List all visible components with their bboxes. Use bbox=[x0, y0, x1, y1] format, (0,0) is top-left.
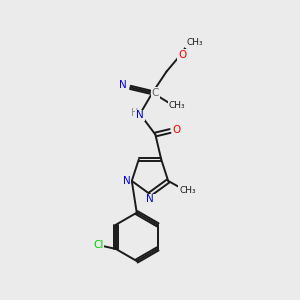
Text: CH₃: CH₃ bbox=[179, 186, 196, 195]
Text: H: H bbox=[131, 108, 138, 118]
Text: CH₃: CH₃ bbox=[169, 101, 185, 110]
Text: CH₃: CH₃ bbox=[186, 38, 203, 47]
Text: Cl: Cl bbox=[93, 239, 104, 250]
Text: N: N bbox=[146, 194, 154, 205]
Text: O: O bbox=[178, 50, 186, 60]
Text: N: N bbox=[123, 176, 130, 186]
Text: O: O bbox=[172, 125, 181, 135]
Text: N: N bbox=[119, 80, 127, 90]
Text: N: N bbox=[136, 110, 144, 120]
Text: C: C bbox=[152, 88, 159, 98]
